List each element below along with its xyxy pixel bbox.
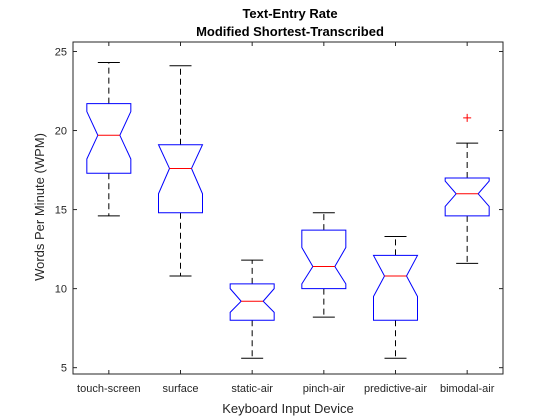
box-surface <box>157 65 204 277</box>
x-tick-label: bimodal-air <box>440 383 495 395</box>
box-body <box>157 144 204 214</box>
x-tick-label: predictive-air <box>364 383 427 395</box>
x-axis-label: Keyboard Input Device <box>222 401 354 416</box>
y-axis: 5 10 15 20 25 <box>55 46 503 375</box>
box-body <box>372 254 419 321</box>
box-body <box>444 177 490 217</box>
chart-subtitle: Modified Shortest-Transcribed <box>196 24 384 39</box>
box-predictive-air <box>372 235 419 359</box>
x-tick-label: surface <box>162 383 198 395</box>
box-series <box>86 62 490 359</box>
chart-title: Text-Entry Rate <box>242 6 337 21</box>
x-tick-label: static-air <box>231 383 273 395</box>
box-body <box>301 229 347 290</box>
box-pinch-air <box>301 212 347 318</box>
x-axis: touch-screen surface static-air pinch-air pr… <box>77 42 495 395</box>
x-tick-label: touch-screen <box>77 383 141 395</box>
outlier-marker <box>463 113 472 122</box>
y-tick-label: 25 <box>55 46 67 58</box>
box-touch-screen <box>86 62 132 217</box>
box-body <box>86 103 132 174</box>
box-static-air <box>229 259 275 359</box>
y-axis-label: Words Per Minute (WPM) <box>32 133 47 281</box>
box-body <box>229 283 275 321</box>
x-tick-label: pinch-air <box>303 383 346 395</box>
y-tick-label: 5 <box>61 363 67 375</box>
box-bimodal-air <box>444 113 490 264</box>
plot-area <box>72 41 504 375</box>
y-tick-label: 20 <box>55 126 67 138</box>
y-tick-label: 15 <box>55 205 67 217</box>
y-tick-label: 10 <box>55 284 67 296</box>
